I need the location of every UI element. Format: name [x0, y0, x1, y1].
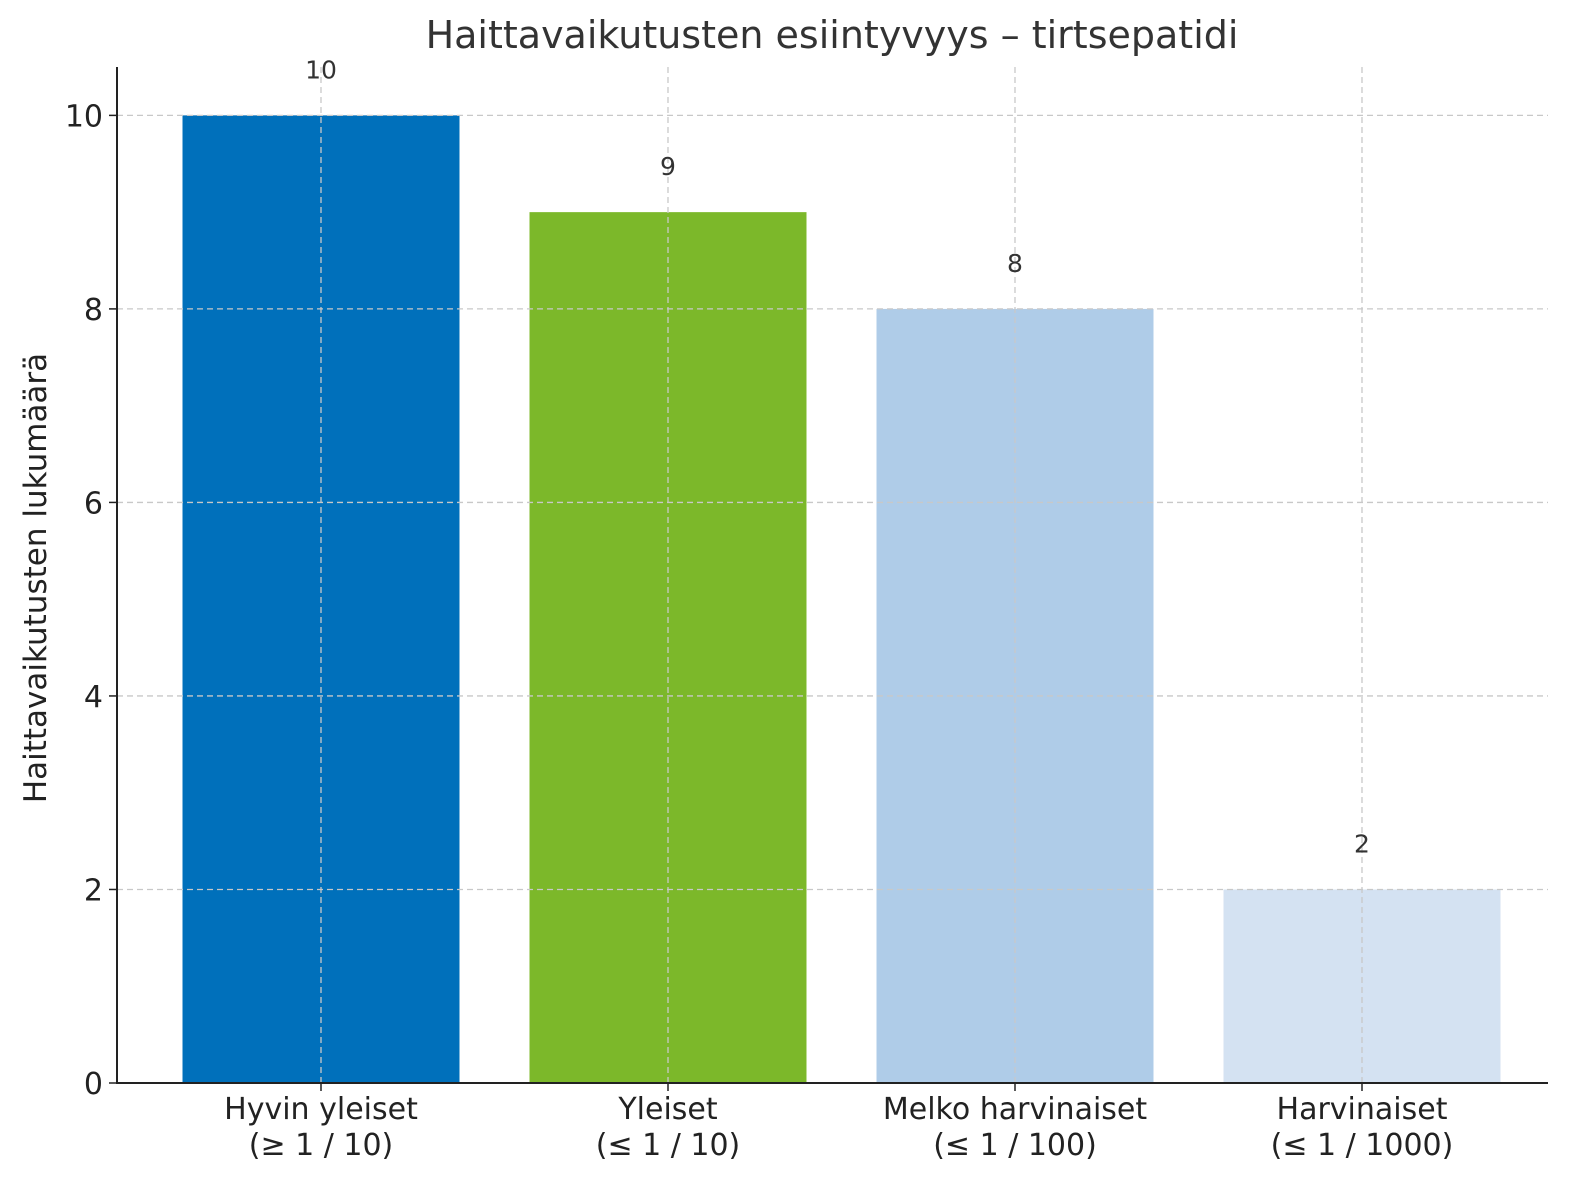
y-axis-label: Haittavaikutusten lukumäärä — [18, 353, 54, 803]
data-label-1: 9 — [660, 152, 676, 181]
x-tick-label-3-0: Harvinaiset — [1277, 1092, 1448, 1127]
y-tick-label-4: 8 — [84, 293, 103, 328]
data-label-0: 10 — [305, 55, 337, 84]
x-tick-label-1-1: (≤ 1 / 10) — [596, 1128, 741, 1163]
data-label-2: 8 — [1007, 249, 1023, 278]
axes-layer — [109, 67, 1548, 1091]
y-tick-label-3: 6 — [84, 486, 103, 521]
bars-layer — [182, 115, 1501, 1084]
grid-layer — [117, 67, 1548, 1083]
data-label-3: 2 — [1354, 829, 1370, 858]
x-tick-label-2-0: Melko harvinaiset — [883, 1092, 1148, 1127]
x-tick-label-3-1: (≤ 1 / 1000) — [1271, 1128, 1454, 1163]
x-tick-label-2-1: (≤ 1 / 100) — [933, 1128, 1097, 1163]
x-tick-label-1-0: Yleiset — [617, 1092, 718, 1127]
x-tick-label-0-0: Hyvin yleiset — [224, 1092, 418, 1127]
y-tick-label-0: 0 — [84, 1067, 103, 1102]
x-tick-label-0-1: (≥ 1 / 10) — [249, 1128, 394, 1163]
chart-title: Haittavaikutusten esiintyvyys – tirtsepa… — [426, 13, 1239, 57]
y-tick-label-2: 4 — [84, 680, 103, 715]
y-tick-label-1: 2 — [84, 873, 103, 908]
y-tick-label-5: 10 — [65, 99, 103, 134]
